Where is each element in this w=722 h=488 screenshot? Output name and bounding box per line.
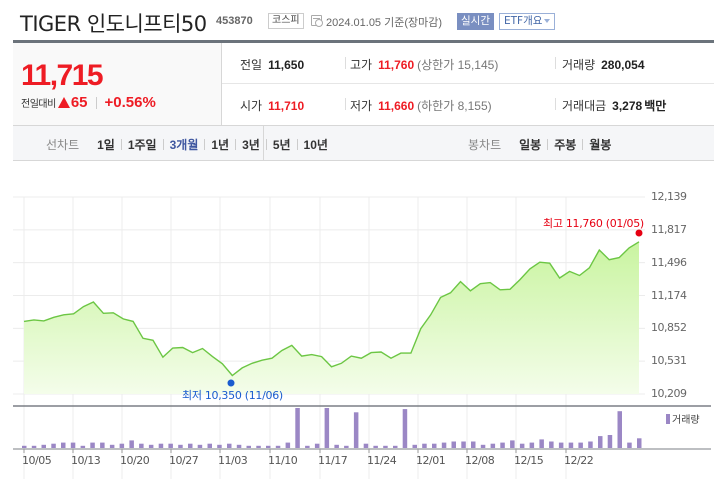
- y-tick-label: 10,852: [651, 321, 687, 335]
- stat-trade-value: 거래대금 3,278 백만: [562, 99, 667, 113]
- x-tick-label: 12/08: [465, 454, 495, 467]
- stats-row: 전일 11,650 고가 11,760 (상한가 15,145) 거래량 280,054: [222, 43, 714, 84]
- stat-prev-close: 전일 11,650: [240, 58, 305, 72]
- divider: [547, 139, 549, 150]
- realtime-button[interactable]: 실시간: [457, 13, 494, 30]
- volume-legend: 거래량: [666, 411, 700, 426]
- high-marker-label: 최고 11,760 (01/05): [543, 217, 644, 230]
- stat-low: 저가 11,660 (하한가 8,155): [350, 99, 492, 113]
- change-amount: 65: [70, 94, 88, 111]
- y-tick-label: 11,174: [651, 288, 687, 302]
- line-chart-periods: 선차트 1일 1주일 3개월 1년 3년 5년 10년: [46, 136, 334, 153]
- line-chart-label: 선차트: [46, 138, 80, 152]
- divider: [265, 139, 267, 150]
- stats-row: 시가 11,710 저가 11,660 (하한가 8,155) 거래대금 3,278 백만: [222, 84, 714, 125]
- line-period-option[interactable]: 1년: [211, 138, 230, 152]
- x-tick-label: 11/10: [268, 454, 298, 467]
- market-badge: 코스피: [268, 13, 304, 29]
- etf-code: 453870: [216, 15, 253, 27]
- y-tick-label: 11,496: [651, 255, 687, 269]
- etf-overview-label: ETF개요: [504, 15, 543, 27]
- y-tick-label: 11,817: [651, 222, 687, 236]
- divider: [263, 126, 264, 160]
- etf-name: TIGER 인도니프티50: [20, 12, 207, 36]
- y-tick-label: 12,139: [651, 190, 687, 203]
- divider: [235, 139, 237, 150]
- divider: [555, 57, 556, 69]
- line-period-option[interactable]: 10년: [303, 138, 328, 152]
- divider: [582, 139, 584, 150]
- divider: [296, 139, 298, 150]
- line-period-option[interactable]: 3년: [242, 138, 260, 152]
- stat-volume: 거래량 280,054: [562, 58, 645, 72]
- x-tick-label: 10/13: [71, 454, 101, 467]
- stat-high: 고가 11,760 (상한가 15,145): [350, 58, 499, 72]
- stats-table: 전일 11,650 고가 11,760 (상한가 15,145) 거래량 280,054…: [222, 43, 714, 125]
- line-period-option[interactable]: 3개월: [169, 138, 199, 152]
- candle-period-option[interactable]: 주봉: [554, 138, 577, 152]
- divider: [555, 98, 556, 110]
- y-tick-label: 10,209: [651, 387, 687, 400]
- divider: [120, 139, 122, 150]
- chevron-down-icon: [544, 19, 551, 23]
- line-period-option[interactable]: 5년: [272, 138, 291, 152]
- stat-open: 시가 11,710: [240, 99, 305, 113]
- price-box: 11,715 전일대비 65 +0.56%: [13, 43, 222, 125]
- header-rule: [13, 40, 714, 43]
- divider: [345, 57, 346, 69]
- change-label: 전일대비: [21, 99, 56, 110]
- x-tick-label: 11/17: [318, 454, 348, 467]
- candle-period-option[interactable]: 월봉: [589, 138, 612, 152]
- current-price: 11,715: [21, 59, 104, 92]
- line-period-option[interactable]: 1주일: [127, 138, 157, 152]
- period-bar: 선차트 1일 1주일 3개월 1년 3년 5년 10년 봉차트 일봉 주봉 월봉: [13, 125, 714, 161]
- low-marker-label: 최저 10,350 (11/06): [182, 389, 283, 402]
- change-percent: +0.56%: [104, 94, 156, 111]
- divider: [162, 139, 164, 150]
- up-triangle-icon: [57, 97, 70, 108]
- x-tick-label: 10/05: [22, 454, 52, 467]
- candle-chart-periods: 봉차트 일봉 주봉 월봉: [468, 136, 617, 153]
- divider: [204, 139, 206, 150]
- etf-overview-dropdown[interactable]: ETF개요: [499, 13, 556, 30]
- title-bar: TIGER 인도니프티50 453870 코스피 2024.01.05 기준(장…: [0, 0, 722, 40]
- chart-canvas: [13, 196, 711, 479]
- x-tick-label: 11/24: [367, 454, 397, 467]
- calendar-clock-icon: [311, 15, 323, 27]
- divider: [95, 96, 97, 109]
- date-text: 2024.01.05 기준(장마감): [326, 17, 443, 29]
- x-tick-label: 10/20: [120, 454, 150, 467]
- candle-period-option[interactable]: 일봉: [519, 138, 542, 152]
- x-tick-label: 12/15: [514, 454, 544, 467]
- price-chart: 12,139 11,817 11,496 11,174 10,852 10,531 10,2…: [0, 161, 722, 488]
- x-tick-label: 10/27: [169, 454, 199, 467]
- y-tick-label: 10,531: [651, 354, 687, 368]
- x-tick-label: 12/22: [564, 454, 594, 467]
- divider: [345, 98, 346, 110]
- candle-chart-label: 봉차트: [468, 138, 502, 152]
- x-tick-label: 11/03: [218, 454, 248, 467]
- legend-swatch: [666, 413, 670, 424]
- x-tick-label: 12/01: [416, 454, 446, 467]
- line-period-option[interactable]: 1일: [97, 138, 115, 152]
- change-row: 전일대비 65 +0.56%: [21, 94, 156, 111]
